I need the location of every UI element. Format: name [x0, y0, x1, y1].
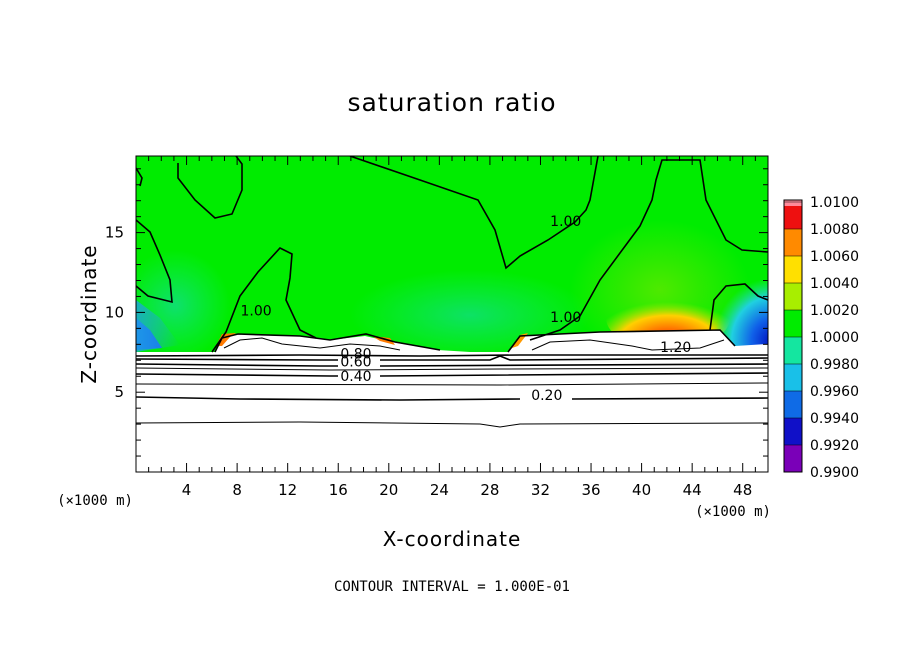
- y-axis-unit: (×1000 m): [57, 493, 133, 509]
- x-axis-label: X-coordinate: [383, 527, 522, 551]
- contour-cloud-right-outline: [507, 329, 736, 353]
- x-tick-label: 4: [182, 481, 192, 499]
- contour-layer-0p30: [136, 382, 768, 386]
- colorbar-swatch: [784, 337, 802, 364]
- x-tick-label: 28: [480, 481, 499, 499]
- x-tick-label: 20: [379, 481, 398, 499]
- y-axis-label: Z-coordinate: [77, 244, 101, 383]
- contour-1p00-right-mid: [529, 159, 768, 341]
- y-tick-label: 5: [114, 383, 124, 401]
- contour-label: 1.00: [550, 310, 581, 326]
- contour-layer-0p40: [136, 372, 768, 377]
- x-tick-label: 36: [581, 481, 600, 499]
- contour-label: 0.20: [531, 388, 562, 404]
- contour-layer-0p10: [136, 421, 768, 428]
- x-tick-label: 44: [683, 481, 702, 499]
- colorbar: 0.9900 0.9920 0.9940 0.9960 0.9980 1.0000 1.00…: [783, 195, 859, 481]
- colorbar-swatch: [784, 283, 802, 310]
- colorbar-label: 0.9980: [810, 357, 859, 373]
- contour-label: 0.40: [340, 369, 371, 385]
- orange-fringe-right: [512, 333, 528, 348]
- contour-labels: 1.00 1.00 1.00 1.20 0.800.600.40 0.20: [240, 214, 691, 404]
- colorbar-label: 0.9920: [810, 438, 859, 454]
- colorbar-swatch: [784, 445, 802, 472]
- contour-layer-0p20: [136, 396, 768, 401]
- colorbar-label: 0.9960: [810, 384, 859, 400]
- plot-area: [136, 156, 768, 472]
- y-axis: 5 10 15: [105, 168, 768, 457]
- colorbar-label: 1.0040: [810, 276, 859, 292]
- contour-cloud-left-outline: [214, 333, 441, 353]
- contour-1p00-left: [136, 219, 173, 304]
- orange-fringe-mid: [372, 336, 395, 345]
- colorbar-swatch: [784, 418, 802, 445]
- x-tick-label: 12: [278, 481, 297, 499]
- colorbar-label: 1.0100: [810, 195, 859, 211]
- colorbar-label: 1.0000: [810, 330, 859, 346]
- x-tick-label: 8: [232, 481, 242, 499]
- cyan-edge-left: [136, 300, 180, 352]
- contour-layer-1: [136, 354, 768, 357]
- colorbar-label: 1.0020: [810, 303, 859, 319]
- x-axis: 4 8 12 16 20 24 28 32 36 40 44 48: [148, 156, 756, 499]
- colorbar-swatch: [784, 256, 802, 283]
- x-tick-label: 40: [632, 481, 651, 499]
- colorbar-swatch: [784, 202, 802, 229]
- contour-1p00-center-tongue: [211, 247, 317, 353]
- contour-layer-0p50: [136, 367, 768, 371]
- contour-label: 0.60: [340, 354, 371, 370]
- contour-cloud-left-inner: [223, 337, 401, 351]
- contour-label: 0.80: [340, 346, 371, 362]
- colorbar-label: 1.0060: [810, 249, 859, 265]
- x-tick-label: 48: [733, 481, 752, 499]
- contour-interval-note: CONTOUR INTERVAL = 1.000E-01: [334, 579, 570, 595]
- contour-1p00-ring-right: [709, 283, 768, 331]
- contour-layer-0p80: [136, 355, 768, 361]
- contour-1p00-right-upper: [349, 156, 599, 270]
- contour-label: 1.00: [550, 214, 581, 230]
- colorbar-label: 0.9900: [810, 465, 859, 481]
- x-tick-label: 24: [430, 481, 449, 499]
- x-tick-label: 16: [329, 481, 348, 499]
- y-tick-label: 15: [105, 224, 124, 242]
- colorbar-swatch: [784, 310, 802, 337]
- colorbar-swatch: [784, 364, 802, 391]
- colorbar-label: 1.0080: [810, 222, 859, 238]
- colorbar-swatch-top: [784, 200, 802, 206]
- colorbar-swatch: [784, 391, 802, 418]
- contour-1p00-upper: [177, 156, 243, 219]
- contour-layer-0p60: [136, 363, 768, 367]
- y-tick-label: 10: [105, 303, 124, 321]
- contour-label: 1.20: [660, 340, 691, 356]
- x-axis-unit: (×1000 m): [695, 504, 771, 520]
- chart-title: saturation ratio: [347, 88, 556, 117]
- colorbar-label: 0.9940: [810, 411, 859, 427]
- colorbar-swatch: [784, 229, 802, 256]
- x-tick-label: 32: [531, 481, 550, 499]
- contour-1p20: [531, 339, 725, 351]
- contour-label: 1.00: [240, 303, 271, 319]
- contour-1p00-left-top: [136, 167, 143, 187]
